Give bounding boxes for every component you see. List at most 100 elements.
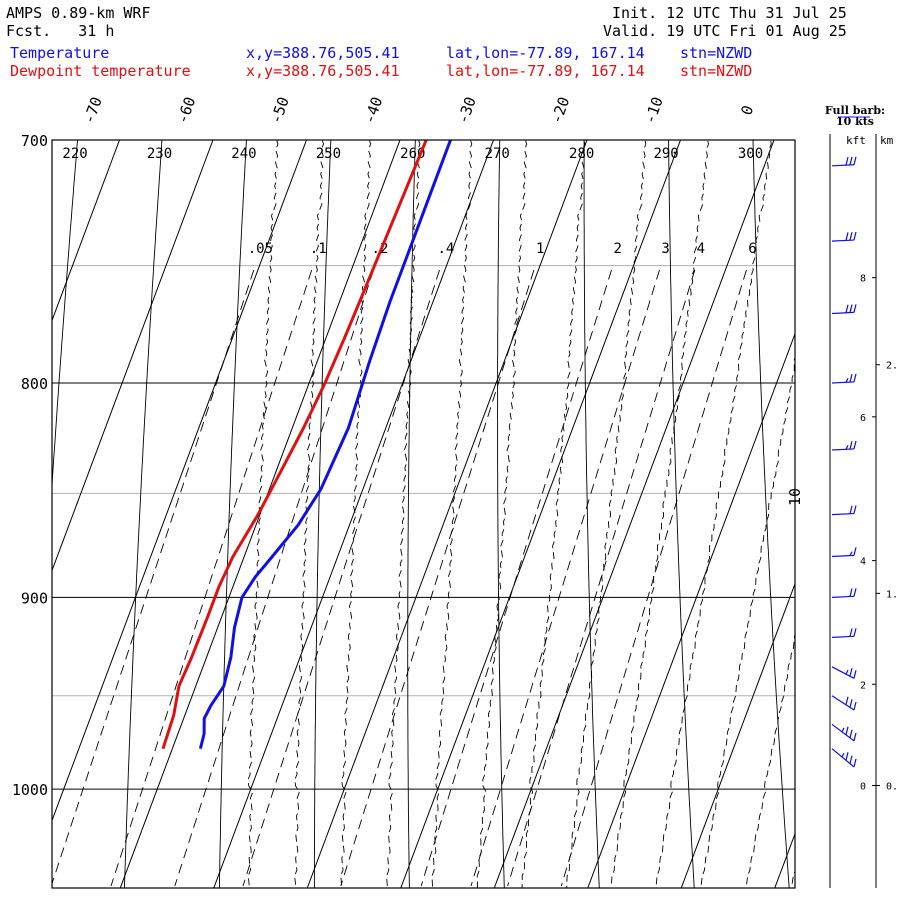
wind-barb-flag [849, 232, 853, 241]
theta-label: 240 [231, 146, 256, 162]
wind-barb [831, 588, 857, 598]
wind-barb-flag [849, 551, 853, 556]
dry-adiabat-line [218, 140, 247, 888]
wind-barb-flag [845, 232, 849, 241]
wind-barbs [831, 156, 857, 768]
wind-barb-flag [845, 445, 849, 450]
plot-frame [51, 139, 796, 889]
km-tick-label: 1. [886, 589, 898, 600]
barb-legend-speed: 10 kts [836, 115, 874, 128]
isotherm-line [52, 140, 214, 572]
wind-barb-staff [831, 695, 855, 711]
wind-barb-flag [853, 440, 857, 450]
wind-barb [831, 304, 857, 315]
wind-barb-flag [853, 373, 857, 383]
temperature-xy: x,y=388.76,505.41 [246, 44, 400, 62]
wind-barb-staff [831, 164, 855, 167]
wind-barb-flag [853, 628, 857, 637]
temperature-legend: Temperature [10, 44, 110, 62]
mixing-ratio-label: 3 [661, 241, 669, 257]
pressure-tick-label: 900 [21, 589, 48, 607]
wind-barb-flag [849, 699, 853, 708]
wind-barb [831, 505, 857, 516]
wind-barb-staff [831, 239, 855, 242]
profiles [161, 140, 452, 750]
wind-barb-flag [849, 304, 853, 313]
barb-legend-title: Full barb: [825, 104, 885, 117]
wind-barb [831, 156, 857, 167]
moist-adiabat-line [700, 356, 795, 888]
mixing-ratio-label: 4 [697, 241, 705, 257]
wind-barb [831, 748, 857, 768]
wind-barb-staff [831, 723, 855, 742]
wind-barb-staff [831, 381, 855, 384]
mixing-ratio-line [174, 269, 374, 887]
km-tick-label: 0. [886, 782, 898, 793]
theta-label: 220 [62, 146, 87, 162]
wind-barb-flag [849, 755, 853, 764]
moist-adiabat-line [247, 140, 279, 888]
wind-barb-flag [849, 668, 853, 677]
wind-barb [831, 666, 857, 679]
wind-barb-flag [853, 156, 857, 165]
wind-barb-flag [853, 701, 857, 711]
height-ticks: 0 2 4 6 8 0. 1. 2. [860, 274, 898, 793]
pressure-tick-label: 800 [21, 375, 48, 393]
pressure-tick-label: 1000 [12, 781, 48, 799]
isotherm-line [306, 140, 588, 888]
wind-barb-flag [845, 726, 849, 735]
kft-tick-label: 4 [860, 557, 866, 568]
moist-adiabat-line [566, 140, 647, 888]
wind-barb-staff [831, 512, 855, 516]
init-time: Init. 12 UTC Thu 31 Jul 25 [612, 4, 847, 22]
isotherm-label: 0 [737, 103, 757, 118]
wind-barb-flag [845, 304, 849, 313]
mixing-ratio-line [340, 269, 535, 887]
moist-adiabat-line [791, 870, 795, 888]
moist-adiabat-line [610, 140, 709, 888]
wind-barb-flag [853, 732, 857, 741]
dewpoint-xy: x,y=388.76,505.41 [246, 62, 400, 80]
theta-label: 270 [485, 146, 510, 162]
isotherm-label: -50 [267, 94, 293, 126]
mixing-ratio-line [420, 269, 612, 887]
isotherm-label: -70 [80, 94, 106, 126]
wind-barb-flag [849, 729, 853, 738]
temperature-station: stn=NZWD [680, 44, 753, 62]
isotherm-label: -30 [454, 94, 480, 126]
isotherm-line [0, 140, 26, 888]
pressure-tick-label: 700 [21, 132, 48, 150]
kft-tick-label: 0 [860, 782, 866, 793]
wind-barb-staff [831, 448, 855, 451]
wind-barb [831, 231, 857, 242]
isotherms [0, 140, 900, 888]
wind-barb-staff [831, 311, 855, 315]
theta-label: 250 [316, 146, 341, 162]
wind-barb-staff [831, 595, 855, 598]
isotherm-line [52, 140, 120, 322]
isobars [52, 140, 795, 790]
isotherm-line [680, 582, 795, 888]
mixing-ratio-label: 6 [748, 241, 756, 257]
mixing-ratio-line [242, 269, 440, 887]
mixing-ratio-lines [52, 269, 747, 887]
wind-barb [831, 723, 857, 742]
wind-barb-flag [853, 231, 857, 241]
wind-barb-flag [853, 505, 857, 514]
isotherm-label: -20 [547, 94, 573, 126]
wind-barb-staff [831, 635, 855, 638]
kft-tick-label: 2 [860, 680, 866, 691]
wind-barb-flag [849, 373, 853, 383]
moist-adiabats [247, 140, 795, 888]
isotherm-line [868, 140, 900, 888]
wind-barb-flag [849, 628, 853, 637]
dewpoint-profile [161, 140, 428, 750]
wind-barb-staff [831, 666, 855, 679]
wind-barb-flag [853, 304, 857, 313]
isotherm-label: -60 [173, 94, 199, 126]
wind-barb-flag [845, 696, 849, 705]
mixing-ratio-line [470, 269, 660, 887]
dry-adiabat-line [752, 140, 790, 888]
wind-barb [831, 628, 857, 638]
